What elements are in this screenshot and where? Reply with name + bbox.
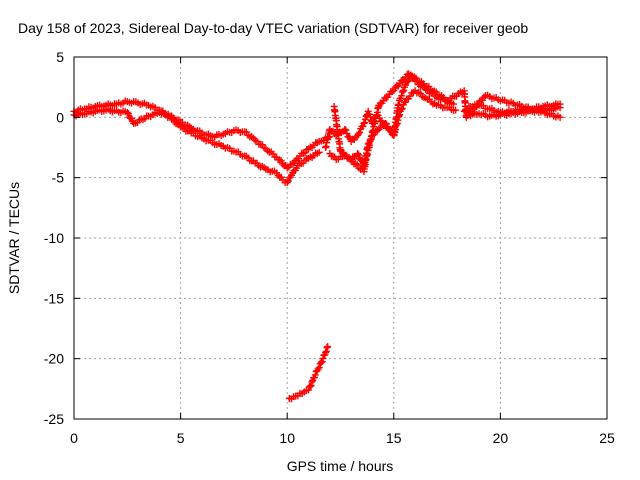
data-point: [398, 104, 406, 112]
data-point: [468, 108, 476, 116]
data-point: [318, 358, 326, 366]
x-axis-label: GPS time / hours: [287, 458, 394, 474]
data-point: [354, 150, 362, 158]
data-point: [314, 365, 322, 373]
data-point: [379, 97, 387, 105]
data-point: [452, 106, 460, 114]
data-point: [124, 110, 132, 118]
data-point: [355, 130, 363, 138]
data-point: [474, 100, 482, 108]
x-tick-labels: 0 5 10 15 20 25: [70, 430, 615, 446]
data-points: [70, 70, 564, 403]
x-tick-label: 20: [493, 430, 509, 446]
data-point: [396, 80, 404, 88]
y-tick-label: 0: [56, 109, 64, 125]
data-point: [390, 87, 398, 95]
data-point: [317, 358, 325, 366]
data-point: [322, 347, 330, 355]
data-point: [342, 126, 350, 134]
data-point: [315, 364, 323, 372]
data-point: [402, 81, 410, 89]
chart-title: Day 158 of 2023, Sidereal Day-to-day VTE…: [18, 20, 528, 36]
x-tick-label: 0: [70, 430, 78, 446]
data-point: [123, 109, 131, 117]
data-point: [277, 157, 285, 165]
data-point: [308, 378, 316, 386]
data-point: [169, 115, 177, 123]
y-tick-label: -15: [44, 290, 64, 306]
data-point: [174, 119, 182, 127]
x-tick-label: 25: [599, 430, 615, 446]
y-tick-label: -5: [52, 170, 65, 186]
data-point: [284, 177, 292, 185]
y-tick-label: -10: [44, 230, 64, 246]
data-point: [307, 381, 315, 389]
data-point: [400, 86, 408, 94]
data-point: [398, 92, 406, 100]
data-point: [356, 128, 364, 136]
data-point: [306, 382, 314, 390]
data-point: [556, 104, 564, 112]
data-point: [345, 133, 353, 141]
y-tick-label: -25: [44, 411, 64, 427]
data-point: [341, 125, 349, 133]
data-point: [283, 178, 291, 186]
data-point: [388, 88, 396, 96]
data-point: [276, 156, 284, 164]
data-point: [556, 113, 564, 121]
x-tick-label: 15: [386, 430, 402, 446]
x-tick-label: 5: [177, 430, 185, 446]
axis-ticks: [73, 56, 608, 420]
data-point: [319, 354, 327, 362]
data-point: [361, 119, 369, 127]
data-point: [323, 344, 331, 352]
data-point: [329, 152, 337, 160]
data-point: [311, 371, 319, 379]
data-point: [324, 343, 332, 351]
data-point: [355, 151, 363, 159]
data-point: [315, 148, 323, 156]
y-axis-label: SDTVAR / TECUs: [6, 182, 22, 294]
data-point: [322, 349, 330, 357]
data-point: [301, 149, 309, 157]
data-point: [360, 119, 368, 127]
data-point: [467, 109, 475, 117]
data-point: [397, 105, 405, 113]
y-tick-label: 5: [56, 49, 64, 65]
x-tick-label: 10: [279, 430, 295, 446]
data-point: [305, 386, 313, 394]
data-point: [283, 164, 291, 172]
data-point: [288, 160, 296, 168]
data-point: [361, 115, 369, 123]
y-tick-labels: -25 -20 -15 -10 -5 0 5: [44, 49, 64, 427]
data-point: [384, 123, 392, 131]
y-tick-label: -20: [44, 351, 64, 367]
data-point: [449, 100, 457, 108]
